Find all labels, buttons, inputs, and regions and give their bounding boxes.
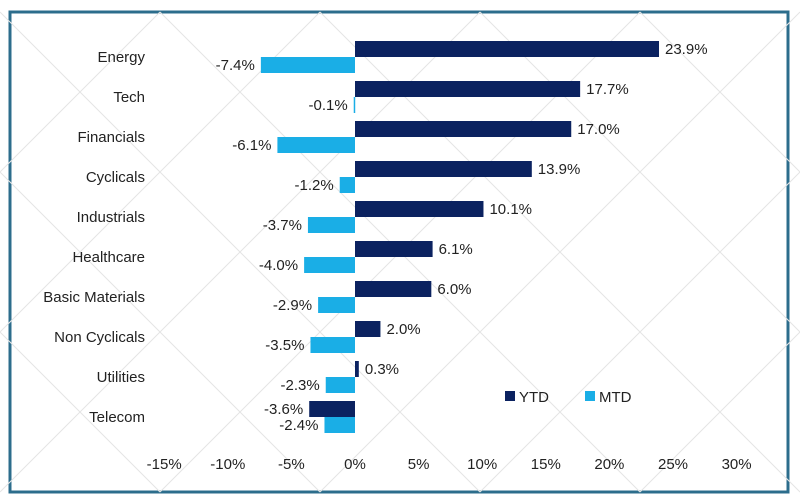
category-label: Healthcare: [72, 249, 145, 266]
category-label: Cyclicals: [86, 169, 145, 186]
data-label-mtd: -3.7%: [263, 217, 302, 234]
x-tick-label: -10%: [210, 456, 245, 473]
bar-mtd: [307, 217, 355, 233]
data-label-ytd: 0.3%: [365, 361, 399, 378]
legend-swatch-mtd: [585, 391, 595, 401]
data-label-ytd: 13.9%: [538, 161, 581, 178]
bar-mtd: [353, 97, 356, 113]
bar-mtd: [260, 57, 355, 73]
bar-ytd: [355, 161, 532, 177]
bar-ytd: [355, 201, 484, 217]
category-label: Non Cyclicals: [54, 329, 145, 346]
data-label-ytd: 10.1%: [489, 201, 532, 218]
x-tick-label: 10%: [467, 456, 497, 473]
category-label: Industrials: [77, 209, 145, 226]
bar-mtd: [310, 337, 355, 353]
data-label-mtd: -3.5%: [265, 337, 304, 354]
category-label: Energy: [97, 49, 145, 66]
x-tick-label: 15%: [531, 456, 561, 473]
category-label: Basic Materials: [43, 289, 145, 306]
data-label-ytd: 6.0%: [437, 281, 471, 298]
x-tick-label: -15%: [147, 456, 182, 473]
data-label-mtd: -6.1%: [232, 137, 271, 154]
data-label-ytd: 17.7%: [586, 81, 629, 98]
category-label: Utilities: [97, 369, 145, 386]
bar-mtd: [318, 297, 355, 313]
bar-ytd: [355, 321, 381, 337]
legend: YTD MTD: [505, 389, 632, 406]
bar-ytd: [355, 241, 433, 257]
legend-swatch-ytd: [505, 391, 515, 401]
bar-mtd: [339, 177, 355, 193]
data-label-mtd: -2.4%: [279, 417, 318, 434]
bar-ytd: [355, 281, 432, 297]
category-label: Tech: [113, 89, 145, 106]
data-label-mtd: -7.4%: [216, 57, 255, 74]
data-label-mtd: -2.3%: [281, 377, 320, 394]
x-tick-label: -5%: [278, 456, 305, 473]
data-label-mtd: -1.2%: [295, 177, 334, 194]
bar-ytd: [355, 41, 660, 57]
bar-mtd: [304, 257, 355, 273]
data-label-ytd: 2.0%: [386, 321, 420, 338]
bar-mtd: [277, 137, 355, 153]
data-label-mtd: -4.0%: [259, 257, 298, 274]
data-label-ytd: -3.6%: [264, 401, 303, 418]
x-tick-label: 30%: [722, 456, 752, 473]
x-tick-label: 20%: [594, 456, 624, 473]
legend-label-mtd: MTD: [599, 389, 632, 406]
data-label-mtd: -0.1%: [309, 97, 348, 114]
data-label-ytd: 6.1%: [439, 241, 473, 258]
bar-ytd: [355, 81, 581, 97]
x-tick-label: 5%: [408, 456, 430, 473]
legend-label-ytd: YTD: [519, 389, 549, 406]
data-label-ytd: 17.0%: [577, 121, 620, 138]
bar-mtd: [324, 417, 355, 433]
bar-ytd: [355, 121, 572, 137]
bar-mtd: [325, 377, 355, 393]
bar-ytd: [355, 361, 359, 377]
bar-ytd: [309, 401, 355, 417]
x-tick-label: 0%: [344, 456, 366, 473]
category-label: Telecom: [89, 409, 145, 426]
x-tick-label: 25%: [658, 456, 688, 473]
data-label-mtd: -2.9%: [273, 297, 312, 314]
category-label: Financials: [77, 129, 145, 146]
data-label-ytd: 23.9%: [665, 41, 708, 58]
